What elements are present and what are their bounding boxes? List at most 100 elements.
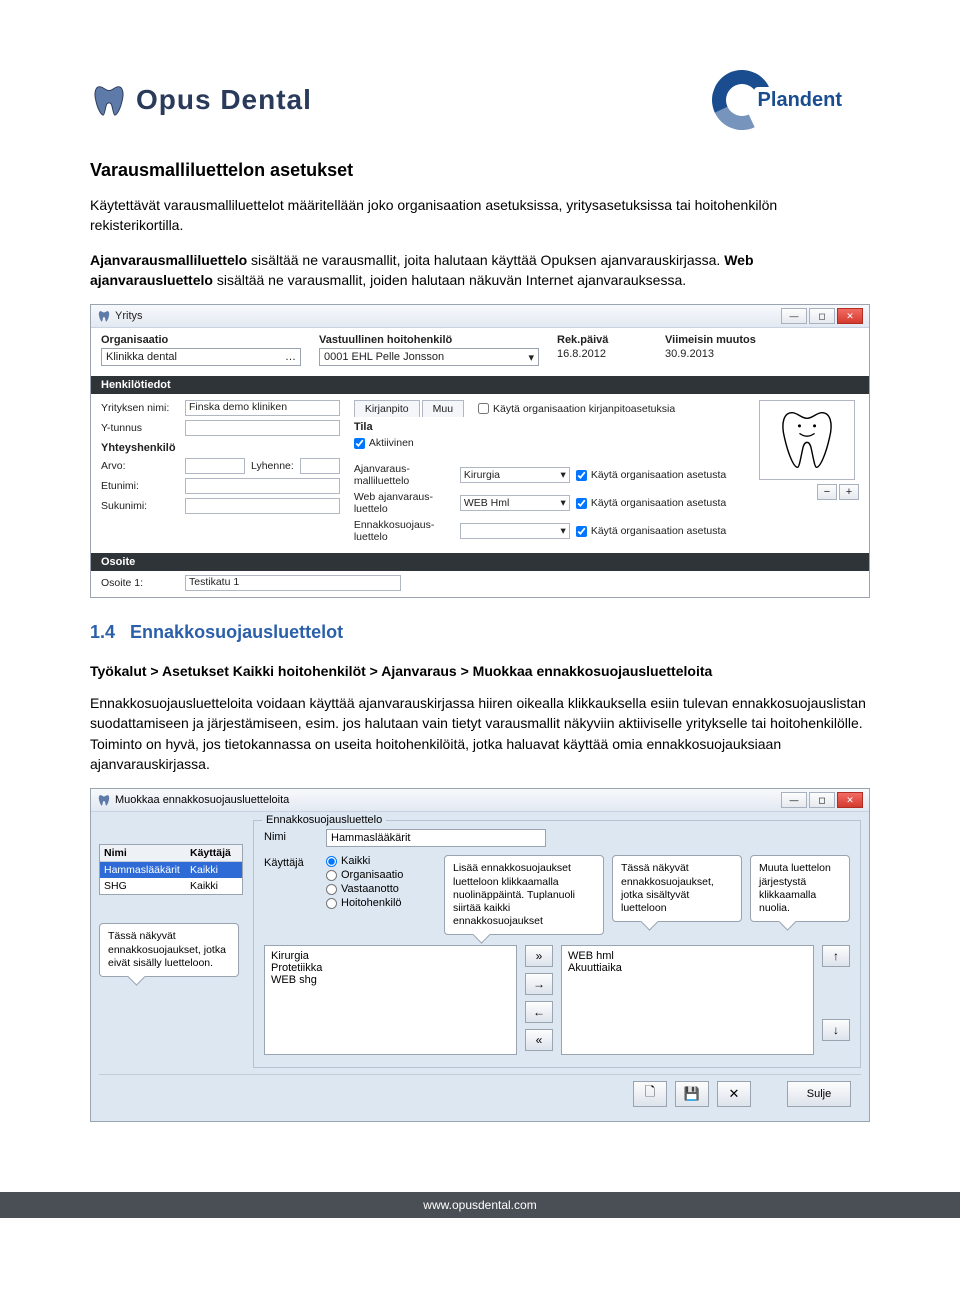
close-window-button[interactable]: Sulje <box>787 1081 851 1107</box>
minimize-button[interactable]: — <box>781 792 807 808</box>
screenshot-yritys-window: Yritys — ◻ ✕ Organisaatio Klinikka denta… <box>90 304 870 598</box>
regdate-label: Rek.päivä <box>557 334 647 346</box>
move-down-button[interactable]: ↓ <box>822 1019 850 1041</box>
table-row[interactable]: SHGKaikki <box>100 878 242 894</box>
osoite-label: Osoite 1: <box>101 577 179 589</box>
tooth-image-box <box>759 400 855 480</box>
ennakko-label: Ennakkosuojaus-luettelo <box>354 519 454 543</box>
darkbar-henkilotiedot: Henkilötiedot <box>91 376 869 394</box>
luettelo-table: NimiKäyttäjä HammaslääkäritKaikki SHGKai… <box>99 844 243 895</box>
lyhenne-input[interactable] <box>300 458 340 474</box>
window2-title: Muokkaa ennakkosuojausluetteloita <box>115 794 289 806</box>
maximize-button[interactable]: ◻ <box>809 308 835 324</box>
ytunnus-label: Y-tunnus <box>101 422 179 434</box>
nimi-label: Nimi <box>264 829 318 843</box>
regdate-value: 16.8.2012 <box>557 348 647 360</box>
move-all-right-button[interactable]: » <box>525 945 553 967</box>
move-up-button[interactable]: ↑ <box>822 945 850 967</box>
new-button[interactable]: 🗋 <box>633 1081 667 1107</box>
close-button[interactable]: ✕ <box>837 792 863 808</box>
term-ajanvaraus: Ajanvarausmalliluettelo <box>90 252 247 268</box>
org-label: Organisaatio <box>101 334 301 346</box>
ajanvaraus-label: Ajanvaraus-malliluettelo <box>354 463 454 487</box>
ennakko-select[interactable]: ▾ <box>460 523 570 539</box>
ytunnus-input[interactable] <box>185 420 340 436</box>
titlebar: Yritys — ◻ ✕ <box>91 305 869 328</box>
tab-muu[interactable]: Muu <box>422 400 464 417</box>
page-footer: www.opusdental.com <box>0 1192 960 1218</box>
list-item[interactable]: Akuuttiaika <box>568 962 807 974</box>
move-all-left-button[interactable]: « <box>525 1029 553 1051</box>
org-field[interactable]: Klinikka dental… <box>101 348 301 366</box>
delete-button[interactable]: ✕ <box>717 1081 751 1107</box>
osoite-input[interactable]: Testikatu 1 <box>185 575 401 591</box>
titlebar2: Muokkaa ennakkosuojausluetteloita — ◻ ✕ <box>91 789 869 812</box>
move-right-button[interactable]: → <box>525 973 553 995</box>
chk-org-kirjanpito[interactable]: Käytä organisaation kirjanpitoasetuksia <box>478 403 675 415</box>
plandent-logo-text: Plandent <box>754 87 846 114</box>
window-controls: — ◻ ✕ <box>781 308 863 324</box>
callout-left: Tässä näkyvät ennakkosuojaukset, jotka e… <box>99 923 239 976</box>
selected-listbox[interactable]: WEB hml Akuuttiaika <box>561 945 814 1055</box>
bottom-toolbar: 🗋 💾 ✕ Sulje <box>99 1074 861 1113</box>
callout-mid: Lisää ennakkosuojaukset luetteloon klikk… <box>444 855 604 935</box>
list-item[interactable]: Protetiikka <box>271 962 510 974</box>
section1-title: Varausmalliluettelon asetukset <box>90 160 870 181</box>
th-kayttaja: Käyttäjä <box>186 845 235 861</box>
save-button[interactable]: 💾 <box>675 1081 709 1107</box>
nimi-input[interactable] <box>326 829 546 847</box>
callout-right1: Tässä näkyvät ennakkosuojaukset, jotka s… <box>612 855 742 922</box>
list-item[interactable]: Kirurgia <box>271 950 510 962</box>
chk-aktiivinen[interactable]: Aktiivinen <box>354 437 745 449</box>
th-nimi: Nimi <box>100 845 186 861</box>
table-row[interactable]: HammaslääkäritKaikki <box>100 862 242 878</box>
section1-para1: Käytettävät varausmalliluettelot määrite… <box>90 195 870 236</box>
chk-kayta-org-1[interactable]: Käytä organisaation asetusta <box>576 469 726 481</box>
move-left-button[interactable]: ← <box>525 1001 553 1023</box>
section2-heading: 1.4 Ennakkosuojausluettelot <box>90 622 870 643</box>
lyhenne-label: Lyhenne: <box>251 460 294 472</box>
window-icon <box>97 793 111 807</box>
plus-button[interactable]: + <box>839 484 859 500</box>
minimize-button[interactable]: — <box>781 308 807 324</box>
radio-hoitohenkilo[interactable]: Hoitohenkilö <box>326 897 436 909</box>
window-icon <box>97 309 111 323</box>
tila-title: Tila <box>354 421 745 433</box>
section2-para1: Ennakkosuojausluetteloita voidaan käyttä… <box>90 693 870 774</box>
maximize-button[interactable]: ◻ <box>809 792 835 808</box>
darkbar-osoite: Osoite <box>91 553 869 571</box>
sukunimi-input[interactable] <box>185 498 340 514</box>
arvo-input[interactable] <box>185 458 245 474</box>
ajanvaraus-select[interactable]: Kirurgia▾ <box>460 467 570 483</box>
webajanvaraus-select[interactable]: WEB Hml▾ <box>460 495 570 511</box>
minus-button[interactable]: − <box>817 484 837 500</box>
yritys-input[interactable]: Finska demo kliniken <box>185 400 340 416</box>
chk-kayta-org-2[interactable]: Käytä organisaation asetusta <box>576 497 726 509</box>
lastmod-value: 30.9.2013 <box>665 348 775 360</box>
page-header: Opus Dental Plandent <box>90 70 870 130</box>
radio-vastaanotto[interactable]: Vastaanotto <box>326 883 436 895</box>
close-button[interactable]: ✕ <box>837 308 863 324</box>
yritys-label: Yrityksen nimi: <box>101 402 179 414</box>
fieldset-legend: Ennakkosuojausluettelo <box>262 814 386 826</box>
lastmod-label: Viimeisin muutos <box>665 334 775 346</box>
responsible-select[interactable]: 0001 EHL Pelle Jonsson▾ <box>319 348 539 366</box>
yhteys-subheading: Yhteyshenkilö <box>101 442 340 454</box>
available-listbox[interactable]: Kirurgia Protetiikka WEB shg <box>264 945 517 1055</box>
ennakko-fieldset: Ennakkosuojausluettelo Nimi Käyttäjä Kai… <box>253 820 861 1068</box>
arvo-label: Arvo: <box>101 460 179 472</box>
etunimi-input[interactable] <box>185 478 340 494</box>
chk-kayta-org-3[interactable]: Käytä organisaation asetusta <box>576 525 726 537</box>
list-item[interactable]: WEB shg <box>271 974 510 986</box>
plandent-logo: Plandent <box>712 70 870 130</box>
responsible-label: Vastuullinen hoitohenkilö <box>319 334 539 346</box>
tooth-icon <box>90 81 128 119</box>
radio-organisaatio[interactable]: Organisaatio <box>326 869 436 881</box>
callout-right2: Muuta luettelon järjestystä klikkaamalla… <box>750 855 850 922</box>
screenshot-ennakko-window: Muokkaa ennakkosuojausluetteloita — ◻ ✕ … <box>90 788 870 1122</box>
list-item[interactable]: WEB hml <box>568 950 807 962</box>
section1-para2: Ajanvarausmalliluettelo sisältää ne vara… <box>90 250 870 291</box>
opus-logo-text: Opus Dental <box>136 84 312 116</box>
radio-kaikki[interactable]: Kaikki <box>326 855 436 867</box>
tab-kirjanpito[interactable]: Kirjanpito <box>354 400 420 417</box>
